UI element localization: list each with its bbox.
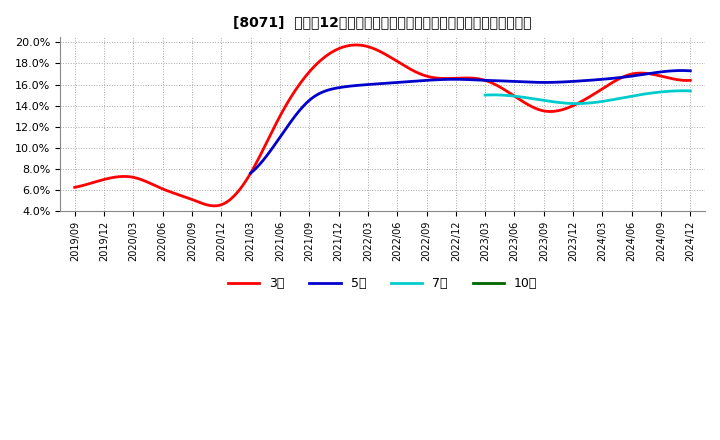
Legend: 3年, 5年, 7年, 10年: 3年, 5年, 7年, 10年 <box>222 272 542 295</box>
Title: [8071]  売上高12か月移動合計の対前年同期増減率の標準偏差の推移: [8071] 売上高12か月移動合計の対前年同期増減率の標準偏差の推移 <box>233 15 532 29</box>
